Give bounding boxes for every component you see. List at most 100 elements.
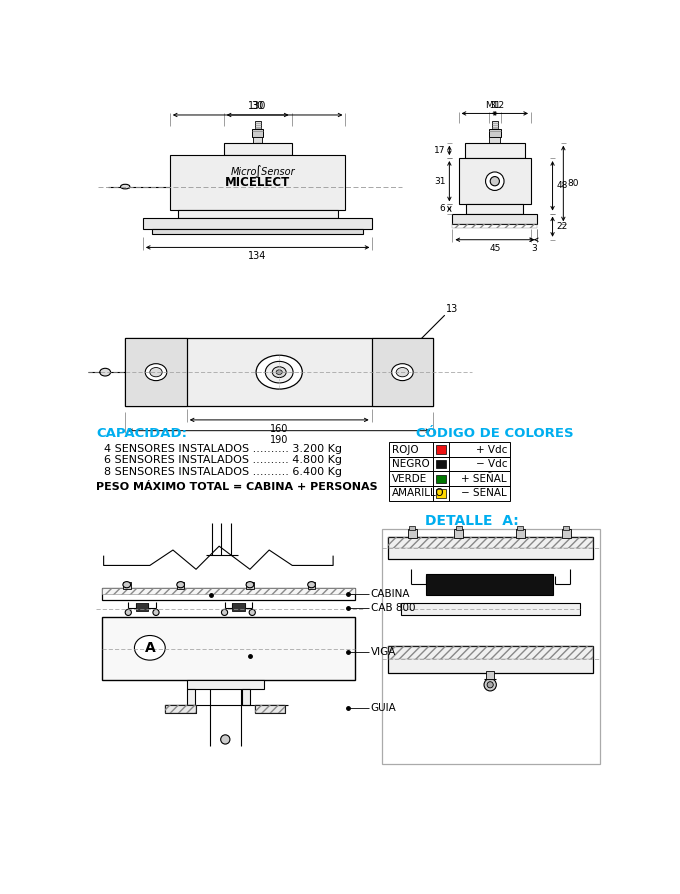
- Ellipse shape: [307, 582, 316, 587]
- Bar: [388, 486, 510, 501]
- Text: ROJO: ROJO: [392, 444, 418, 454]
- Text: 80: 80: [567, 179, 579, 188]
- Text: PESO MÁXIMO TOTAL = CABINA + PERSONAS: PESO MÁXIMO TOTAL = CABINA + PERSONAS: [96, 482, 377, 492]
- Text: NEGRO: NEGRO: [392, 460, 429, 469]
- Bar: [489, 129, 501, 137]
- Ellipse shape: [272, 367, 286, 377]
- Text: 17: 17: [434, 146, 445, 155]
- Bar: [242, 689, 250, 704]
- Bar: [388, 645, 594, 673]
- Bar: [388, 537, 594, 548]
- Ellipse shape: [222, 610, 228, 615]
- Bar: [177, 582, 184, 588]
- Bar: [388, 457, 510, 471]
- Bar: [170, 155, 345, 210]
- Text: DETALLE  A:: DETALLE A:: [426, 514, 520, 527]
- Bar: [254, 122, 260, 129]
- Bar: [464, 143, 525, 158]
- Ellipse shape: [146, 364, 167, 381]
- Bar: [136, 603, 148, 611]
- Bar: [388, 645, 594, 660]
- Text: − SEÑAL: − SEÑAL: [461, 488, 507, 499]
- Bar: [165, 704, 196, 713]
- Ellipse shape: [123, 582, 131, 587]
- Text: 4 SENSORES INSTALADOS .......... 3.200 Kg: 4 SENSORES INSTALADOS .......... 3.200 K…: [103, 443, 341, 454]
- Text: 31: 31: [489, 101, 500, 110]
- Ellipse shape: [120, 184, 130, 189]
- Ellipse shape: [221, 735, 230, 744]
- Bar: [307, 582, 316, 588]
- Bar: [246, 582, 254, 588]
- Text: + Vdc: + Vdc: [476, 444, 507, 454]
- Ellipse shape: [246, 582, 254, 587]
- Bar: [177, 210, 338, 218]
- Text: Sensor: Sensor: [258, 167, 294, 177]
- Ellipse shape: [486, 172, 504, 190]
- Bar: [426, 574, 554, 595]
- Text: CÓDIGO DE COLORES: CÓDIGO DE COLORES: [416, 426, 574, 440]
- Text: 6: 6: [440, 205, 445, 214]
- Ellipse shape: [125, 610, 131, 615]
- Ellipse shape: [265, 361, 293, 383]
- Bar: [452, 224, 537, 228]
- Bar: [435, 489, 446, 498]
- Bar: [381, 529, 600, 764]
- Bar: [143, 218, 373, 229]
- Bar: [165, 704, 196, 713]
- Bar: [492, 122, 498, 129]
- Text: Micro: Micro: [231, 167, 258, 177]
- Bar: [435, 475, 446, 483]
- Text: ∫: ∫: [254, 165, 261, 179]
- Bar: [458, 158, 531, 205]
- Bar: [254, 704, 286, 713]
- Bar: [252, 129, 263, 137]
- Ellipse shape: [249, 610, 255, 615]
- Bar: [187, 680, 264, 689]
- Bar: [454, 529, 463, 537]
- Bar: [152, 229, 363, 233]
- Bar: [562, 529, 571, 537]
- Text: 6 SENSORES INSTALADOS .......... 4.800 Kg: 6 SENSORES INSTALADOS .......... 4.800 K…: [103, 455, 341, 465]
- Bar: [371, 338, 433, 406]
- Ellipse shape: [490, 177, 499, 186]
- Text: 13: 13: [446, 304, 458, 314]
- Ellipse shape: [153, 610, 159, 615]
- Text: 130: 130: [248, 101, 267, 111]
- Bar: [456, 527, 462, 530]
- Ellipse shape: [487, 682, 493, 687]
- Bar: [490, 137, 500, 143]
- Bar: [452, 214, 537, 224]
- Bar: [517, 527, 524, 530]
- Bar: [435, 445, 446, 454]
- Bar: [401, 603, 580, 615]
- Bar: [466, 205, 524, 214]
- Bar: [254, 704, 286, 713]
- Text: CABINA: CABINA: [371, 589, 410, 599]
- Text: M12: M12: [486, 101, 505, 110]
- Ellipse shape: [484, 679, 496, 691]
- Bar: [102, 617, 355, 680]
- Bar: [102, 587, 355, 594]
- Text: 31: 31: [434, 177, 445, 186]
- Bar: [388, 443, 510, 457]
- Text: VERDE: VERDE: [392, 474, 427, 484]
- Text: 45: 45: [489, 243, 500, 253]
- Bar: [102, 587, 355, 600]
- Ellipse shape: [135, 636, 165, 660]
- Bar: [224, 143, 292, 155]
- Bar: [409, 527, 415, 530]
- Text: 3: 3: [531, 243, 537, 253]
- Ellipse shape: [256, 355, 303, 389]
- Ellipse shape: [392, 364, 413, 381]
- Text: VIGA: VIGA: [371, 646, 396, 657]
- Bar: [125, 338, 187, 406]
- Bar: [515, 529, 525, 537]
- Ellipse shape: [150, 367, 162, 376]
- Bar: [123, 582, 131, 588]
- Text: 48: 48: [556, 181, 568, 190]
- Bar: [253, 137, 262, 143]
- Text: GUIA: GUIA: [371, 703, 396, 713]
- Text: 22: 22: [556, 222, 568, 232]
- Text: − Vdc: − Vdc: [475, 460, 507, 469]
- Ellipse shape: [276, 370, 282, 375]
